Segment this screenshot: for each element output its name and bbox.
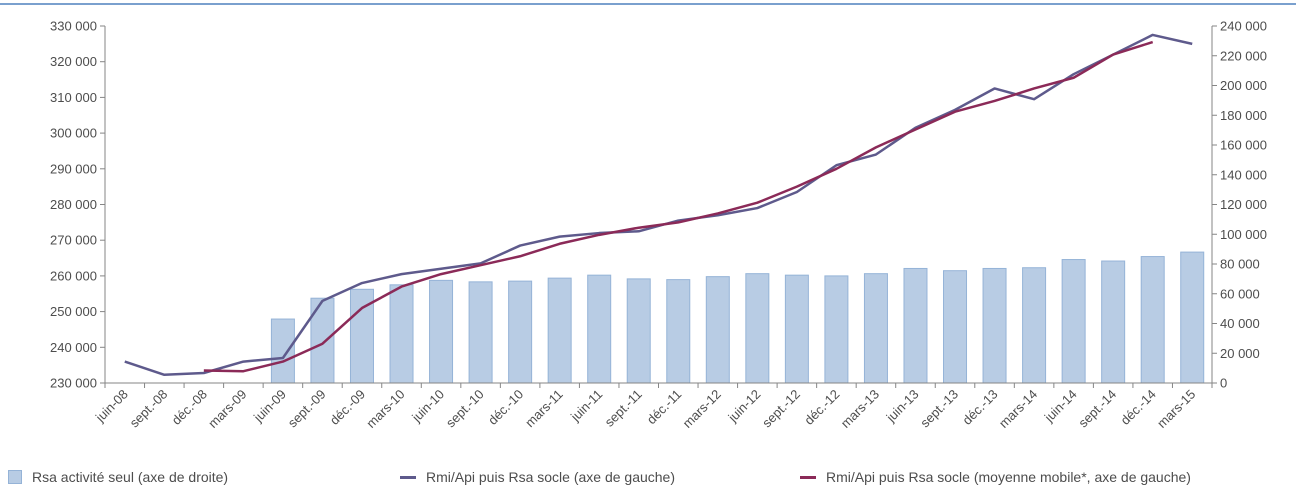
right-tick-label: 120 000: [1220, 197, 1267, 212]
x-tick-label: déc.-09: [327, 387, 368, 428]
legend-label-bar: Rsa activité seul (axe de droite): [32, 469, 229, 485]
x-tick-label: juin-10: [408, 387, 447, 426]
x-tick-label: mars-14: [996, 387, 1040, 431]
bar-27: [1180, 251, 1205, 384]
legend-item-line-avg: Rmi/Api puis Rsa socle (moyenne mobile*,…: [800, 469, 1191, 485]
x-tick-label: déc.-08: [169, 387, 210, 428]
bar-18: [824, 275, 849, 384]
x-tick-label: mars-11: [522, 387, 566, 431]
legend-swatch-line-avg: [800, 475, 816, 479]
x-tick-label: juin-11: [567, 387, 605, 425]
x-tick-label: mars-15: [1154, 387, 1198, 431]
bars-series: [270, 251, 1205, 384]
bar-7: [389, 284, 414, 384]
bar-21: [943, 270, 968, 384]
bar-20: [903, 267, 928, 384]
bar-12: [587, 274, 612, 384]
left-tick-label: 330 000: [50, 19, 97, 34]
x-tick-label: mars-09: [205, 387, 249, 431]
left-tick-label: 320 000: [50, 54, 97, 69]
line-series: [124, 33, 1193, 377]
bar-9: [468, 281, 493, 384]
legend-label-line-raw: Rmi/Api puis Rsa socle (axe de gauche): [426, 469, 676, 485]
x-tick-label: sept.-14: [1075, 387, 1119, 431]
bar-26: [1140, 256, 1165, 384]
chart: 230 000 240 000 250 000 260 000 270 000 280 0…: [0, 3, 1296, 431]
right-tick-label: 60 000: [1220, 286, 1260, 301]
x-tick-label: déc.-10: [485, 387, 526, 428]
x-tick-label: déc.-14: [1118, 387, 1159, 428]
bar-10: [508, 280, 533, 384]
left-tick-label: 230 000: [50, 376, 97, 391]
legend-swatch-bar: [8, 470, 22, 484]
bar-14: [666, 279, 691, 384]
legend-label-line-avg: Rmi/Api puis Rsa socle (moyenne mobile*,…: [826, 469, 1191, 485]
x-tick-label: juin-09: [250, 387, 289, 426]
right-tick-label: 220 000: [1220, 48, 1267, 63]
left-tick-label: 290 000: [50, 161, 97, 176]
x-tick-label: juin-13: [883, 387, 922, 426]
right-tick-label: 20 000: [1220, 346, 1260, 361]
x-tick-label: sept.-08: [127, 387, 171, 431]
right-tick-label: 140 000: [1220, 167, 1267, 182]
bar-22: [982, 267, 1007, 384]
right-tick-label: 160 000: [1220, 138, 1267, 153]
right-tick-label: 0: [1220, 376, 1227, 391]
bar-16: [745, 273, 770, 384]
bar-13: [626, 278, 651, 384]
right-tick-label: 200 000: [1220, 78, 1267, 93]
right-tick-label: 100 000: [1220, 227, 1267, 242]
bar-23: [1022, 267, 1047, 384]
bar-8: [429, 279, 454, 384]
x-tick-label: mars-12: [680, 387, 724, 431]
bar-15: [705, 276, 730, 384]
x-tick-label: juin-08: [92, 387, 131, 426]
bar-25: [1101, 260, 1126, 384]
left-axis-ticks: 230 000 240 000 250 000 260 000 270 000 280 0…: [50, 19, 105, 391]
left-tick-label: 280 000: [50, 197, 97, 212]
x-tick-label: déc.-12: [801, 387, 842, 428]
left-tick-label: 310 000: [50, 90, 97, 105]
right-tick-label: 240 000: [1220, 19, 1267, 34]
legend: Rsa activité seul (axe de droite) Rmi/Ap…: [0, 469, 1296, 489]
left-tick-label: 240 000: [50, 340, 97, 355]
x-tick-label: déc.-11: [644, 387, 685, 428]
x-tick-label: mars-10: [363, 387, 407, 431]
x-tick-label: juin-12: [725, 387, 764, 426]
right-tick-label: 180 000: [1220, 108, 1267, 123]
bar-19: [863, 273, 888, 384]
right-tick-label: 40 000: [1220, 316, 1260, 331]
bar-17: [784, 274, 809, 384]
right-tick-label: 80 000: [1220, 257, 1260, 272]
legend-item-line-raw: Rmi/Api puis Rsa socle (axe de gauche): [400, 469, 675, 485]
left-tick-label: 270 000: [50, 233, 97, 248]
left-tick-label: 300 000: [50, 126, 97, 141]
x-tick-label: sept.-11: [602, 387, 645, 430]
x-tick-label: mars-13: [838, 387, 882, 431]
legend-swatch-line-raw: [400, 475, 416, 479]
left-tick-label: 260 000: [50, 268, 97, 283]
legend-item-bar: Rsa activité seul (axe de droite): [8, 469, 228, 485]
x-tick-label: sept.-09: [285, 387, 329, 431]
x-tick-label: juin-14: [1041, 387, 1080, 426]
x-tick-label: sept.-10: [443, 387, 487, 431]
x-tick-label: sept.-13: [917, 387, 961, 431]
bar-24: [1061, 259, 1086, 384]
x-tick-label: sept.-12: [759, 387, 803, 431]
left-tick-label: 250 000: [50, 304, 97, 319]
right-axis-ticks: 0 20 000 40 000 60 000 80 000 100 000 120 000 1…: [1212, 19, 1267, 391]
x-tick-label: déc.-13: [959, 387, 1000, 428]
series-line-2: [203, 40, 1154, 373]
bar-4: [270, 318, 295, 384]
bar-11: [547, 277, 572, 384]
